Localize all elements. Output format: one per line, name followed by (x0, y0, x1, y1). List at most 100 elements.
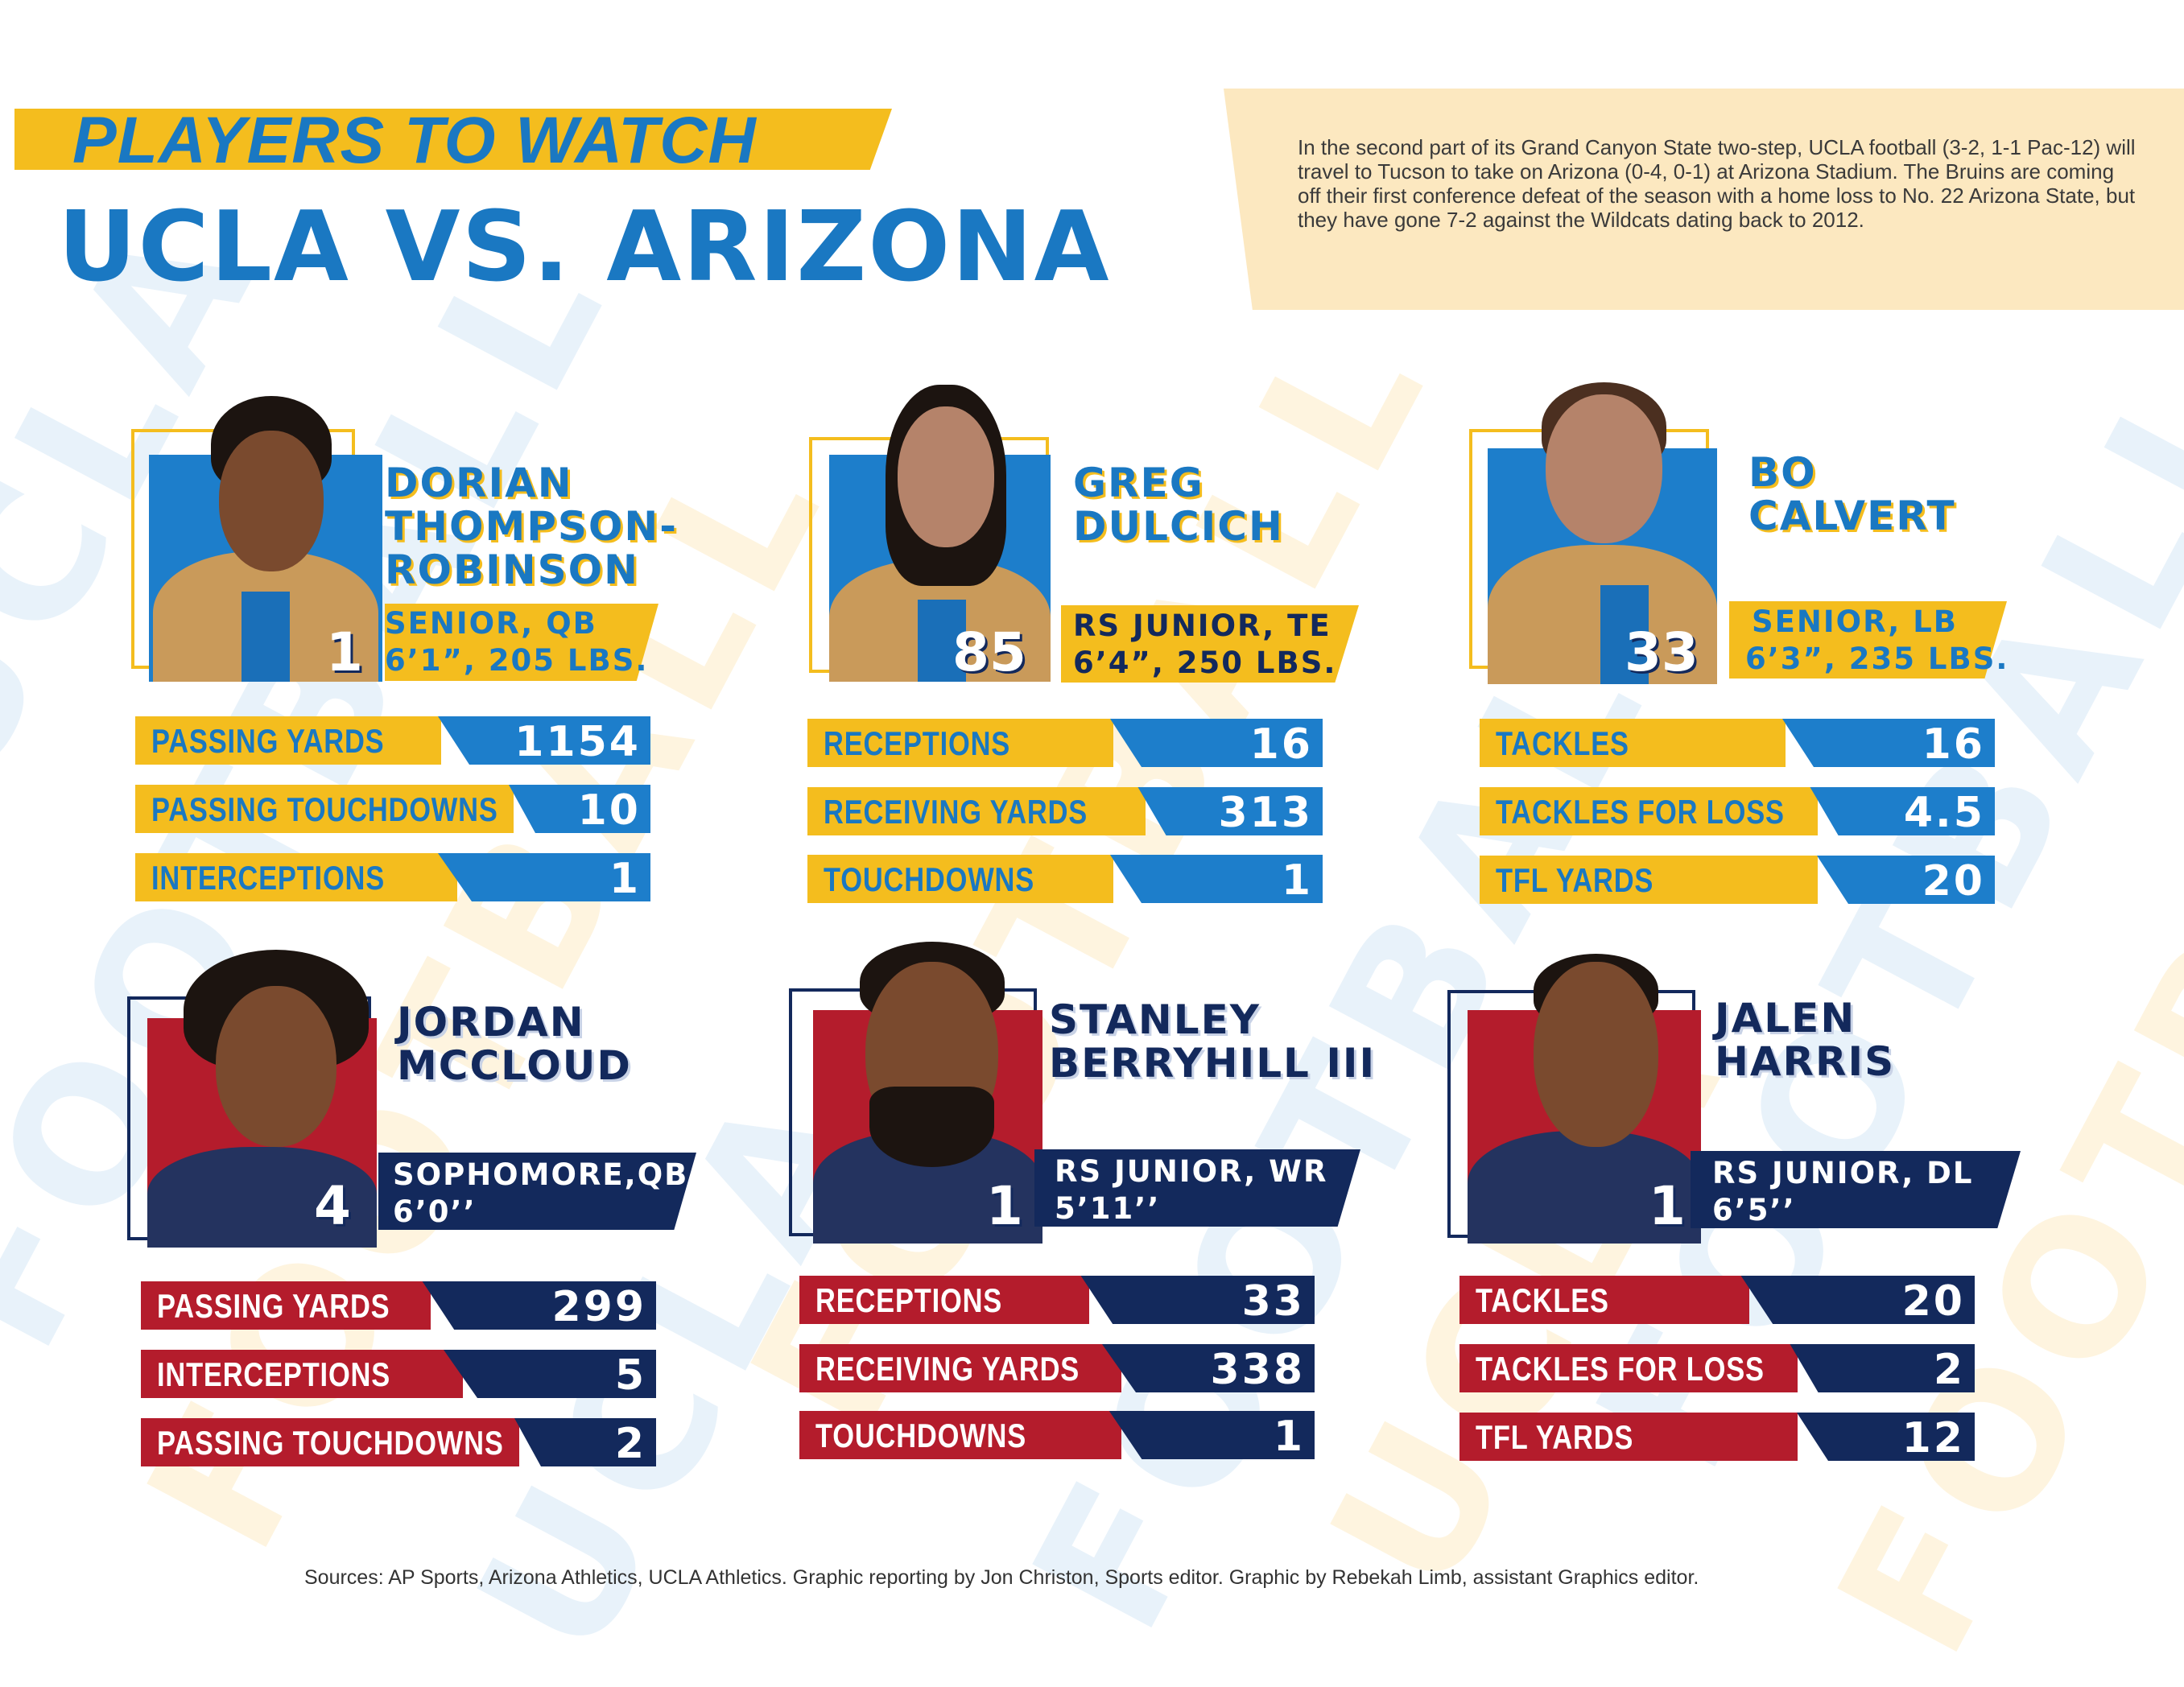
name-line: HARRIS (1715, 1038, 1896, 1085)
position-text: SOPHOMORE,QB 6’0’’ (393, 1157, 688, 1231)
shirt (147, 1147, 377, 1248)
title-banner (14, 109, 892, 170)
stat-value: 16 (1922, 720, 1985, 769)
name-line: THOMPSON- (385, 503, 678, 550)
jersey-number: 4 (314, 1175, 351, 1237)
stat-row: TACKLES FOR LOSS 4.5 (1480, 787, 1995, 837)
stat-row: TFL YARDS 20 (1480, 856, 1995, 905)
height-weight: 6’1”, 205 LBS. (385, 643, 649, 678)
position-text: SENIOR, QB 6’1”, 205 LBS. (385, 605, 648, 679)
stat-label: RECEPTIONS (815, 1281, 1003, 1319)
position-banner (1691, 1151, 2021, 1228)
stat-label: TFL YARDS (1496, 861, 1654, 899)
stat-value: 299 (551, 1283, 646, 1331)
stat-row: PASSING YARDS 1154 (135, 716, 650, 766)
jersey-number: 1 (986, 1175, 1023, 1237)
player-head (216, 986, 336, 1147)
stat-row: PASSING TOUCHDOWNS 2 (141, 1418, 656, 1468)
position-banner (378, 1153, 696, 1230)
stat-label: TOUCHDOWNS (815, 1417, 1027, 1454)
stat-label: PASSING YARDS (157, 1287, 390, 1325)
stat-row: TOUCHDOWNS 1 (799, 1411, 1315, 1461)
player-name: JALEN HARRIS (1715, 996, 1895, 1083)
stat-row: TFL YARDS 12 (1459, 1413, 1975, 1462)
stat-label: INTERCEPTIONS (151, 859, 386, 897)
stat-value: 5 (614, 1351, 646, 1400)
shirt-zip (918, 600, 966, 682)
stat-row: TACKLES FOR LOSS 2 (1459, 1344, 1975, 1394)
intro-text: In the second part of its Grand Canyon S… (1298, 135, 2136, 232)
jersey-number: 1 (326, 621, 363, 683)
stat-label: TACKLES (1476, 1281, 1609, 1319)
stat-value: 33 (1241, 1277, 1305, 1326)
name-line: JORDAN (397, 999, 585, 1046)
stat-value: 20 (1922, 857, 1985, 905)
player-name: STANLEY BERRYHILL III (1049, 998, 1376, 1085)
stat-row: RECEIVING YARDS 338 (799, 1344, 1315, 1394)
position-banner (1729, 601, 2007, 679)
stat-value: 2 (1933, 1346, 1965, 1394)
height-weight: 5’11’’ (1055, 1191, 1161, 1226)
stat-label: PASSING TOUCHDOWNS (151, 790, 498, 828)
stat-value: 313 (1218, 789, 1313, 837)
stat-label: TFL YARDS (1476, 1418, 1634, 1456)
height-weight: 6’5’’ (1712, 1193, 1796, 1227)
stat-label: TACKLES FOR LOSS (1476, 1350, 1765, 1388)
stat-row: RECEPTIONS 33 (799, 1276, 1315, 1326)
player-name: GREG DULCICH (1073, 461, 1284, 548)
name-line: MCCLOUD (397, 1042, 632, 1089)
stat-label: TOUCHDOWNS (824, 860, 1035, 898)
stat-label: RECEIVING YARDS (815, 1350, 1080, 1388)
name-line: STANLEY (1049, 996, 1261, 1043)
stat-value: 12 (1901, 1414, 1965, 1462)
stat-row: PASSING TOUCHDOWNS 10 (135, 785, 650, 835)
name-line: ROBINSON (385, 547, 639, 593)
stat-label: INTERCEPTIONS (157, 1355, 391, 1393)
position: RS JUNIOR, TE (1073, 608, 1331, 643)
position-banner (385, 604, 659, 681)
stat-value: 1154 (514, 718, 641, 766)
height-weight: 6’0’’ (393, 1194, 477, 1229)
name-line: DORIAN (385, 460, 573, 506)
shirt-zip (242, 592, 290, 682)
position: RS JUNIOR, WR (1055, 1154, 1328, 1189)
stat-row: TACKLES 16 (1480, 719, 1995, 769)
stat-label: PASSING TOUCHDOWNS (157, 1424, 504, 1462)
stat-value: 1 (1281, 856, 1313, 905)
stat-row: PASSING YARDS 299 (141, 1281, 656, 1331)
shirt (1468, 1131, 1701, 1244)
jersey-number: 33 (1625, 621, 1699, 683)
stat-value: 16 (1249, 720, 1313, 769)
beard (869, 1087, 994, 1167)
stat-row: INTERCEPTIONS 1 (135, 853, 650, 903)
position-banner (1034, 1149, 1360, 1227)
shirt-zip (1600, 585, 1649, 684)
player-name: BO CALVERT (1748, 451, 1956, 538)
position-banner (1061, 605, 1359, 683)
stat-row: INTERCEPTIONS 5 (141, 1350, 656, 1400)
jersey-number: 85 (952, 621, 1026, 683)
jersey-number: 1 (1649, 1175, 1686, 1237)
stat-value: 2 (614, 1420, 646, 1468)
stat-value: 1 (609, 855, 641, 903)
player-head (219, 431, 324, 571)
stat-value: 10 (577, 786, 641, 835)
player-head (1534, 962, 1658, 1147)
height-weight: 6’4”, 250 LBS. (1073, 646, 1337, 680)
stat-label: PASSING YARDS (151, 722, 385, 760)
stat-row: TOUCHDOWNS 1 (807, 855, 1323, 905)
player-name: DORIAN THOMPSON- ROBINSON (385, 461, 678, 592)
position-text: RS JUNIOR, DL 6’5’’ (1712, 1155, 1973, 1229)
page-kicker: PLAYERS TO WATCH (72, 104, 757, 177)
intro-box (1224, 89, 2184, 310)
player-head (898, 406, 994, 547)
stat-value: 1 (1273, 1413, 1305, 1461)
position: SENIOR, LB (1752, 604, 1959, 639)
height-weight: 6’3”, 235 LBS. (1745, 641, 2009, 676)
name-line: DULCICH (1073, 503, 1284, 550)
name-line: BERRYHILL III (1049, 1040, 1377, 1087)
stat-value: 4.5 (1903, 789, 1985, 837)
position: SENIOR, QB (385, 606, 597, 641)
name-line: CALVERT (1748, 493, 1956, 539)
stat-row: RECEPTIONS 16 (807, 719, 1323, 769)
